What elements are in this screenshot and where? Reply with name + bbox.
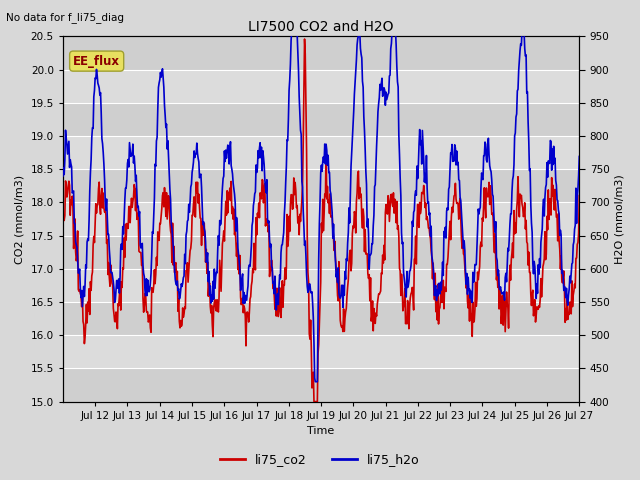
Bar	[63, 169, 579, 203]
Bar	[63, 103, 579, 136]
Bar	[63, 335, 579, 369]
Text: EE_flux: EE_flux	[73, 55, 120, 68]
Bar	[63, 36, 579, 70]
Text: No data for f_li75_diag: No data for f_li75_diag	[6, 12, 124, 23]
Bar	[63, 70, 579, 103]
Legend: li75_co2, li75_h2o: li75_co2, li75_h2o	[215, 448, 425, 471]
Bar	[63, 236, 579, 269]
Bar	[63, 369, 579, 402]
Y-axis label: H2O (mmol/m3): H2O (mmol/m3)	[615, 174, 625, 264]
Bar	[63, 136, 579, 169]
Title: LI7500 CO2 and H2O: LI7500 CO2 and H2O	[248, 20, 394, 34]
Bar	[63, 302, 579, 335]
Y-axis label: CO2 (mmol/m3): CO2 (mmol/m3)	[15, 174, 25, 264]
Bar	[63, 269, 579, 302]
Bar	[63, 203, 579, 236]
X-axis label: Time: Time	[307, 426, 335, 436]
